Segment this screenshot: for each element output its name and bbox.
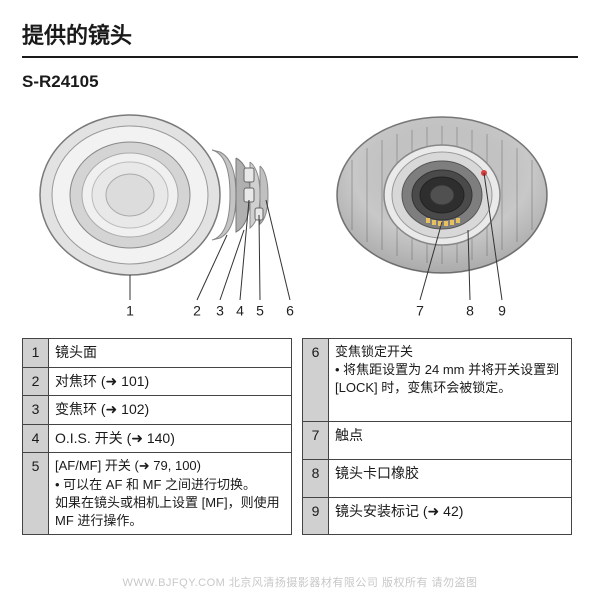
- row-text: 触点: [329, 422, 572, 460]
- table-row: 1镜头面: [23, 339, 292, 368]
- lens-diagram: 1 2 3 4 5 6 7 8 9: [22, 100, 578, 330]
- row-num: 2: [23, 367, 49, 396]
- lens-rear-view: [337, 117, 547, 273]
- row-num: 7: [303, 422, 329, 460]
- callout-4: 4: [236, 302, 244, 318]
- callout-3: 3: [216, 302, 224, 318]
- row-text: 镜头面: [49, 339, 292, 368]
- row-text: O.I.S. 开关 (➜ 140): [49, 424, 292, 453]
- right-table: 6变焦锁定开关• 将焦距设置为 24 mm 并将开关设置到 [LOCK] 时，变…: [302, 338, 572, 535]
- table-row: 7触点: [303, 422, 572, 460]
- table-row: 4O.I.S. 开关 (➜ 140): [23, 424, 292, 453]
- row-num: 4: [23, 424, 49, 453]
- row-text: 对焦环 (➜ 101): [49, 367, 292, 396]
- row-num: 1: [23, 339, 49, 368]
- row-text: 镜头卡口橡胶: [329, 460, 572, 498]
- callout-5: 5: [256, 302, 264, 318]
- model-number: S-R24105: [22, 72, 578, 92]
- row-text: 镜头安装标记 (➜ 42): [329, 497, 572, 535]
- watermark: WWW.BJFQY.COM 北京风清扬摄影器材有限公司 版权所有 请勿盗图: [0, 574, 600, 590]
- table-row: 5[AF/MF] 开关 (➜ 79, 100)• 可以在 AF 和 MF 之间进…: [23, 453, 292, 535]
- lens-front-view: [40, 115, 268, 275]
- row-num: 8: [303, 460, 329, 498]
- callout-numbers: 1 2 3 4 5 6 7 8 9: [126, 302, 506, 318]
- callout-1: 1: [126, 302, 134, 318]
- row-text: 变焦环 (➜ 102): [49, 396, 292, 425]
- table-row: 8镜头卡口橡胶: [303, 460, 572, 498]
- callout-6: 6: [286, 302, 294, 318]
- row-num: 6: [303, 339, 329, 422]
- table-row: 3变焦环 (➜ 102): [23, 396, 292, 425]
- row-num: 9: [303, 497, 329, 535]
- page-title: 提供的镜头: [22, 18, 578, 58]
- callout-9: 9: [498, 302, 506, 318]
- table-row: 6变焦锁定开关• 将焦距设置为 24 mm 并将开关设置到 [LOCK] 时，变…: [303, 339, 572, 422]
- callout-7: 7: [416, 302, 424, 318]
- table-row: 9镜头安装标记 (➜ 42): [303, 497, 572, 535]
- row-text: [AF/MF] 开关 (➜ 79, 100)• 可以在 AF 和 MF 之间进行…: [49, 453, 292, 535]
- parts-tables: 1镜头面 2对焦环 (➜ 101) 3变焦环 (➜ 102) 4O.I.S. 开…: [22, 338, 578, 535]
- table-row: 2对焦环 (➜ 101): [23, 367, 292, 396]
- row-num: 3: [23, 396, 49, 425]
- callout-8: 8: [466, 302, 474, 318]
- left-table: 1镜头面 2对焦环 (➜ 101) 3变焦环 (➜ 102) 4O.I.S. 开…: [22, 338, 292, 535]
- row-num: 5: [23, 453, 49, 535]
- callout-2: 2: [193, 302, 201, 318]
- row-text: 变焦锁定开关• 将焦距设置为 24 mm 并将开关设置到 [LOCK] 时，变焦…: [329, 339, 572, 422]
